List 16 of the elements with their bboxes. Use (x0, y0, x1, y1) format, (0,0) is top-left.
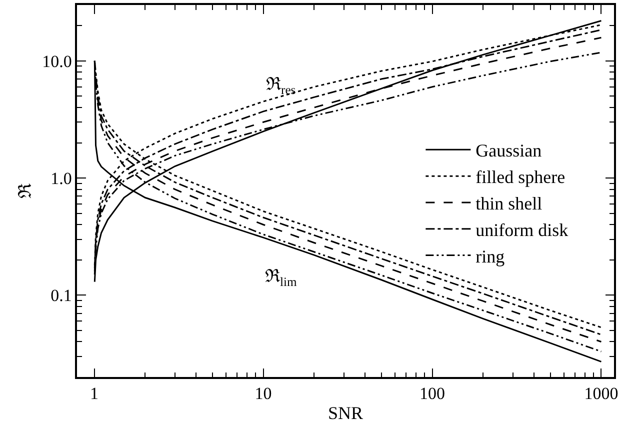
x-tick-label: 1 (90, 384, 99, 404)
x-tick-label: 100 (420, 384, 446, 404)
legend-label: uniform disk (476, 220, 568, 240)
y-tick-label: 0.1 (50, 286, 72, 306)
legend-label: ring (476, 246, 505, 266)
y-axis-title: ℜ (14, 182, 35, 198)
x-tick-label: 1000 (584, 384, 618, 404)
legend-label: filled sphere (476, 167, 566, 188)
annotation: ℜ$_{res}$ (266, 74, 296, 97)
x-tick-label: 10 (254, 384, 272, 404)
y-tick-label: 10.0 (42, 52, 72, 71)
annotation: ℜ$_{lim}$ (265, 266, 297, 289)
x-axis-title: SNR (328, 402, 364, 423)
legend-label: Gaussian (476, 140, 542, 161)
legend-label: thin shell (476, 194, 542, 214)
y-tick-label: 1.0 (50, 168, 72, 188)
